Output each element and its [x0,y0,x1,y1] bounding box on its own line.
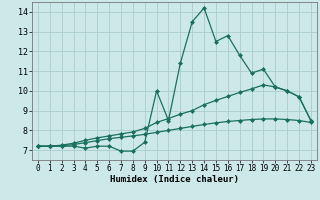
X-axis label: Humidex (Indice chaleur): Humidex (Indice chaleur) [110,175,239,184]
